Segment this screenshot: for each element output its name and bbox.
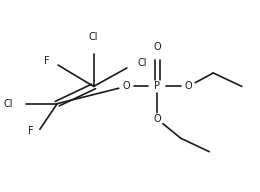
Text: Cl: Cl (89, 32, 98, 42)
Text: O: O (122, 81, 130, 91)
Text: P: P (154, 81, 160, 91)
Text: O: O (185, 81, 192, 91)
Text: O: O (153, 114, 161, 124)
Text: F: F (44, 56, 49, 66)
Text: Cl: Cl (138, 58, 147, 68)
Text: O: O (153, 42, 161, 52)
Text: Cl: Cl (3, 99, 13, 109)
Text: F: F (28, 126, 34, 136)
